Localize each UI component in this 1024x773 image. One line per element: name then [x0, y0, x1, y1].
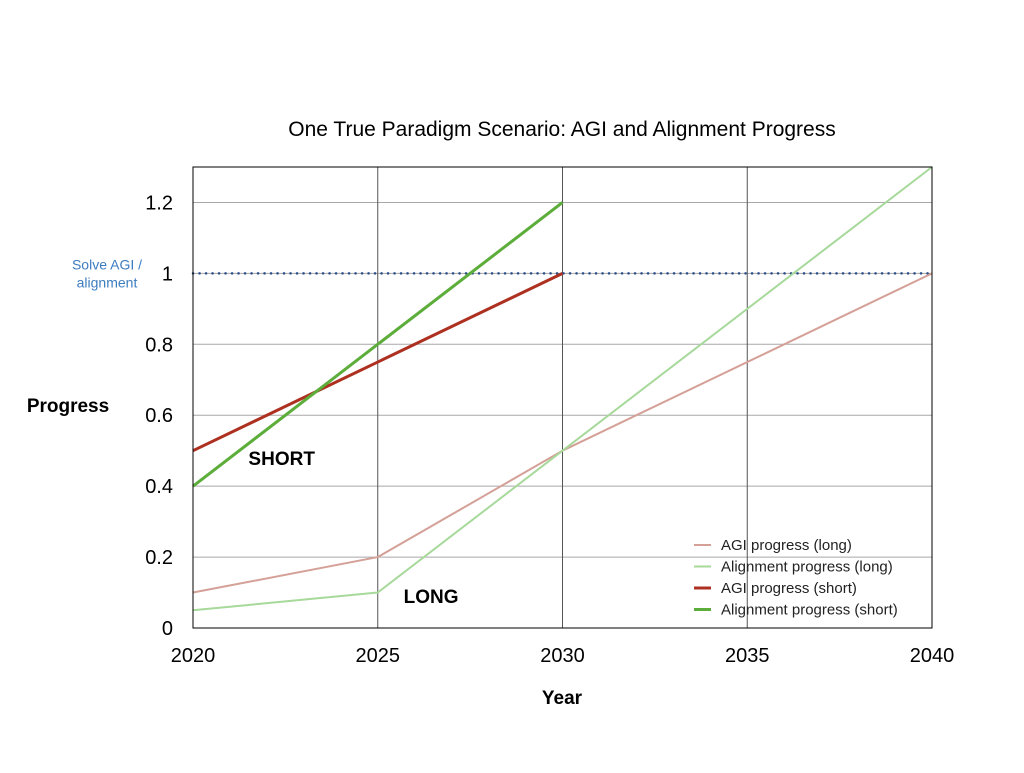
y-tick-label: 0.8: [145, 334, 173, 356]
x-tick-label: 2025: [356, 645, 401, 667]
x-axis-label: Year: [542, 688, 583, 709]
series-line-1: [192, 272, 933, 594]
legend-label: AGI progress (short): [721, 580, 857, 597]
annotation-short: SHORT: [248, 449, 315, 470]
annotation-long: LONG: [404, 587, 459, 608]
legend: AGI progress (long) Alignment progress (l…: [694, 537, 898, 619]
y-tick-label: 0.6: [145, 405, 173, 427]
annotations: SHORT LONG: [248, 449, 458, 608]
x-tick-label: 2040: [910, 645, 955, 667]
plot-frame: [192, 166, 933, 629]
x-tick-label: 2030: [540, 645, 585, 667]
series-group: [192, 166, 933, 612]
y-tick-label: 0: [162, 618, 173, 640]
x-tick-label: 2035: [725, 645, 770, 667]
x-tick-labels: 2020 2025 2030 2035 2040: [171, 645, 955, 667]
series-line-3: [192, 272, 564, 453]
y-tick-label: 0.2: [145, 547, 173, 569]
legend-label: Alignment progress (short): [721, 602, 898, 619]
y-tick-label: 1: [162, 263, 173, 285]
series-line-2: [192, 166, 933, 612]
threshold-label-line1: Solve AGI /: [72, 256, 142, 272]
x-tick-label: 2020: [171, 645, 216, 667]
legend-label: AGI progress (long): [721, 537, 852, 554]
legend-label: Alignment progress (long): [721, 559, 893, 576]
threshold-label-line2: alignment: [77, 274, 138, 290]
y-axis-label: Progress: [27, 396, 109, 417]
y-tick-label: 1.2: [145, 192, 173, 214]
series-line-4: [192, 201, 564, 488]
y-tick-label: 0.4: [145, 476, 173, 498]
chart-title: One True Paradigm Scenario: AGI and Alig…: [288, 118, 835, 141]
y-tick-labels: 0 0.2 0.4 0.6 0.8 1 1.2: [145, 192, 173, 640]
